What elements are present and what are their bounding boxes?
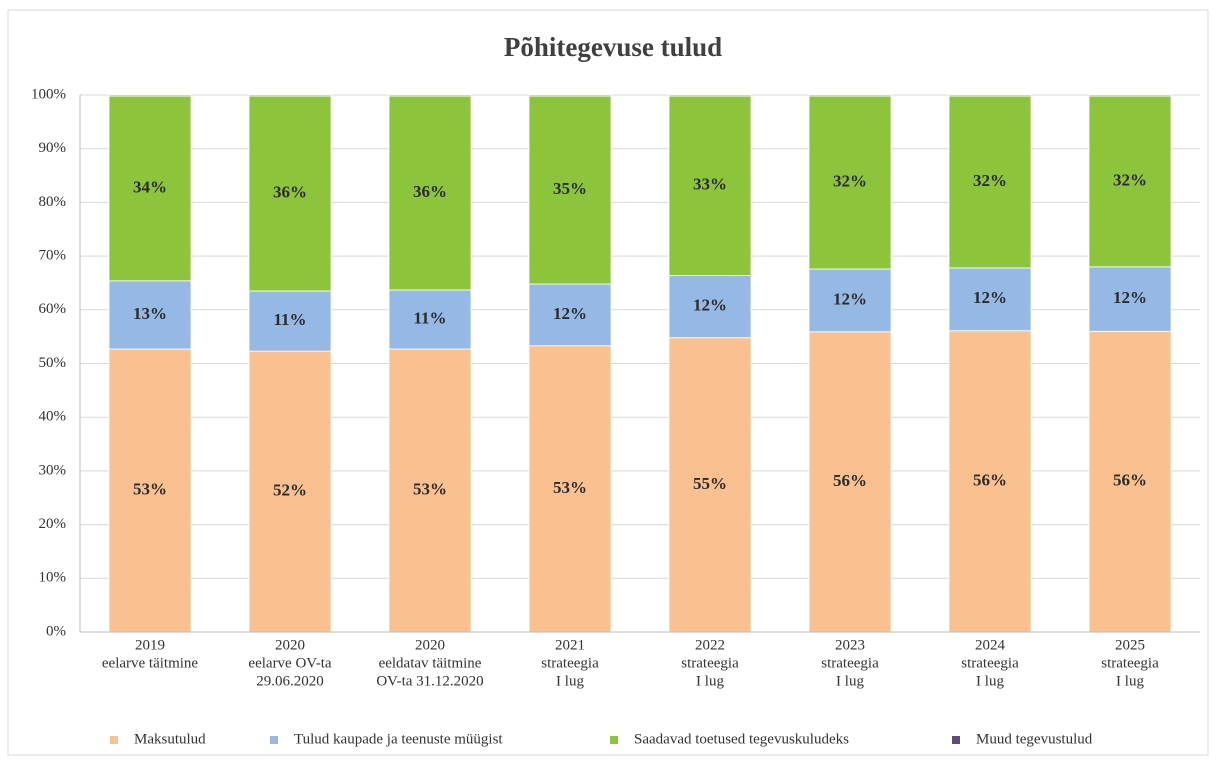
- bar-segment: [1088, 95, 1172, 268]
- x-tick-label: 2021: [555, 637, 585, 653]
- data-label: 13%: [133, 304, 167, 323]
- bar-segment: [668, 275, 752, 339]
- chart-title: Põhitegevuse tulud: [504, 32, 722, 62]
- y-tick-label: 10%: [39, 570, 67, 586]
- bar-segment: [388, 348, 472, 633]
- bar-segment: [248, 290, 332, 352]
- y-tick-label: 80%: [39, 194, 67, 210]
- bar-segment: [528, 345, 612, 633]
- x-tick-label: strateegia: [1101, 655, 1159, 671]
- legend-label: Saadavad toetused tegevuskuludeks: [634, 731, 849, 747]
- data-label: 53%: [133, 479, 167, 498]
- legend-swatch: [610, 736, 618, 744]
- legend-label: Muud tegevustulud: [976, 731, 1093, 747]
- bar-segment: [388, 94, 472, 97]
- data-label: 32%: [833, 171, 867, 190]
- x-tick-label: strateegia: [961, 655, 1019, 671]
- x-tick-label: I lug: [696, 673, 724, 689]
- x-tick-label: I lug: [836, 673, 864, 689]
- y-tick-label: 60%: [39, 301, 67, 317]
- x-tick-label: I lug: [976, 673, 1004, 689]
- data-label: 52%: [273, 480, 307, 499]
- x-tick-label: strateegia: [821, 655, 879, 671]
- bar-segment: [948, 94, 1032, 97]
- data-label: 56%: [973, 470, 1007, 489]
- x-tick-label: eelarve OV-ta: [248, 655, 331, 671]
- data-label: 32%: [973, 171, 1007, 190]
- bar-segment: [528, 94, 612, 97]
- bar-segment: [668, 337, 752, 633]
- x-tick-label: 2020: [275, 637, 305, 653]
- y-tick-label: 40%: [39, 409, 67, 425]
- data-label: 56%: [833, 471, 867, 490]
- legend-label: Tulud kaupade ja teenuste müügist: [294, 731, 503, 747]
- x-tick-label: 2022: [695, 637, 725, 653]
- legend-swatch: [952, 736, 960, 744]
- data-label: 11%: [413, 308, 446, 327]
- x-tick-label: OV-ta 31.12.2020: [376, 673, 483, 689]
- bar-segment: [528, 283, 612, 347]
- bar-segment: [108, 348, 192, 633]
- bar-segment: [808, 268, 892, 333]
- x-tick-label: strateegia: [681, 655, 739, 671]
- legend-swatch: [110, 736, 118, 744]
- data-label: 12%: [1113, 288, 1147, 307]
- bar-segment: [528, 95, 612, 285]
- data-label: 11%: [273, 310, 306, 329]
- bar-segment: [948, 267, 1032, 332]
- bar-segment: [808, 95, 892, 270]
- y-tick-label: 50%: [39, 355, 67, 371]
- x-tick-label: I lug: [556, 673, 584, 689]
- x-tick-label: I lug: [1116, 673, 1144, 689]
- legend-swatch: [270, 736, 278, 744]
- y-tick-label: 0%: [46, 623, 66, 639]
- y-tick-label: 90%: [39, 140, 67, 156]
- bar-segment: [668, 94, 752, 97]
- x-tick-label: 2020: [415, 637, 445, 653]
- bar-segment: [108, 94, 192, 97]
- bar-segment: [948, 95, 1032, 269]
- x-tick-label: 2023: [835, 637, 865, 653]
- bar-segment: [808, 331, 892, 633]
- legend-label: Maksutulud: [134, 731, 206, 747]
- bar-segment: [808, 94, 892, 97]
- y-tick-label: 70%: [39, 248, 67, 264]
- data-label: 53%: [553, 478, 587, 497]
- data-label: 53%: [413, 479, 447, 498]
- data-label: 55%: [693, 474, 727, 493]
- bar-segment: [1088, 266, 1172, 332]
- x-tick-label: 2025: [1115, 637, 1145, 653]
- x-tick-label: eeldatav täitmine: [379, 655, 482, 671]
- y-tick-label: 100%: [31, 86, 66, 102]
- bar-segment: [1088, 94, 1172, 97]
- bar-segment: [388, 95, 472, 291]
- x-tick-label: strateegia: [541, 655, 599, 671]
- x-tick-label: 2024: [975, 637, 1006, 653]
- bar-segment: [248, 350, 332, 633]
- data-label: 34%: [133, 177, 167, 196]
- data-label: 12%: [553, 304, 587, 323]
- data-label: 36%: [273, 182, 307, 201]
- data-label: 36%: [413, 182, 447, 201]
- x-tick-label: 29.06.2020: [256, 673, 324, 689]
- bar-segment: [248, 94, 332, 97]
- bar-segment: [668, 95, 752, 276]
- x-tick-label: eelarve täitmine: [102, 655, 199, 671]
- data-label: 12%: [973, 288, 1007, 307]
- bar-segment: [248, 95, 332, 292]
- data-label: 33%: [693, 175, 727, 194]
- data-label: 35%: [553, 179, 587, 198]
- data-label: 12%: [833, 289, 867, 308]
- y-tick-label: 20%: [39, 516, 67, 532]
- x-tick-label: 2019: [135, 637, 165, 653]
- data-label: 12%: [693, 295, 727, 314]
- bar-segment: [1088, 330, 1172, 633]
- data-label: 56%: [1113, 471, 1147, 490]
- bar-segment: [948, 330, 1032, 633]
- data-label: 32%: [1113, 170, 1147, 189]
- y-tick-label: 30%: [39, 462, 67, 478]
